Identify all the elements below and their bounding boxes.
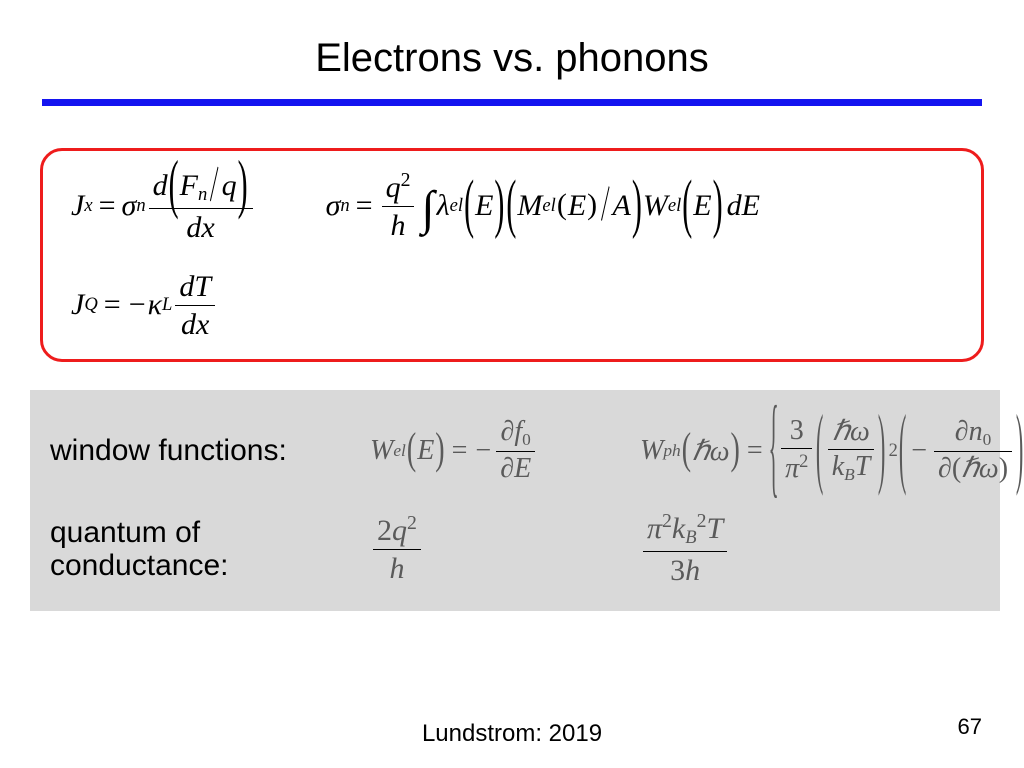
row-window-functions: window functions: Wel (E) =− ∂f0 ∂E [50,416,980,486]
title-rule [42,99,982,106]
frac-dT-dx: dT dx [175,270,215,341]
sub-x: x [84,195,92,217]
eq-wel: Wel (E) =− ∂f0 ∂E [370,417,538,485]
sub-n: n [136,195,145,217]
row-quantum-conductance: quantum of conductance: 2q2 h π2kB2T [50,511,980,587]
slide-title: Electrons vs. phonons [36,36,988,81]
eq-2q2h: 2q2 h [370,513,424,585]
eq-wph: Wph (ℏω) = { 3 π2 ( ℏω kBT )2 [640,416,1024,486]
page-number: 67 [958,714,982,740]
frac-dFnq-dx: d(Fn/q) dx [149,169,253,244]
label-quantum-conductance: quantum of conductance: [50,516,340,582]
grey-panel: window functions: Wel (E) =− ∂f0 ∂E [30,390,1000,611]
var-J: J [71,189,84,223]
footer-author: Lundstrom: 2019 [0,720,1024,748]
frac-2q2-h: q2 h [382,170,415,242]
eq-sigma-n: σn = q2 h ∫ λel (E) (Mel(E)/A) Wel (E) d… [326,170,760,242]
eq-pi2kb2t-3h: π2kB2T 3h [640,511,730,587]
var-sigma: σ [122,189,137,223]
eq-jq: JQ =− κL dT dx [71,270,218,341]
slide: Electrons vs. phonons Jx = σn d(Fn/q) dx… [0,0,1024,768]
equations-row-1: Jx = σn d(Fn/q) dx σn = q2 h [71,169,957,244]
label-window-functions: window functions: [50,434,340,467]
equations-box: Jx = σn d(Fn/q) dx σn = q2 h [40,148,984,362]
eq-jx: Jx = σn d(Fn/q) dx [71,169,256,244]
